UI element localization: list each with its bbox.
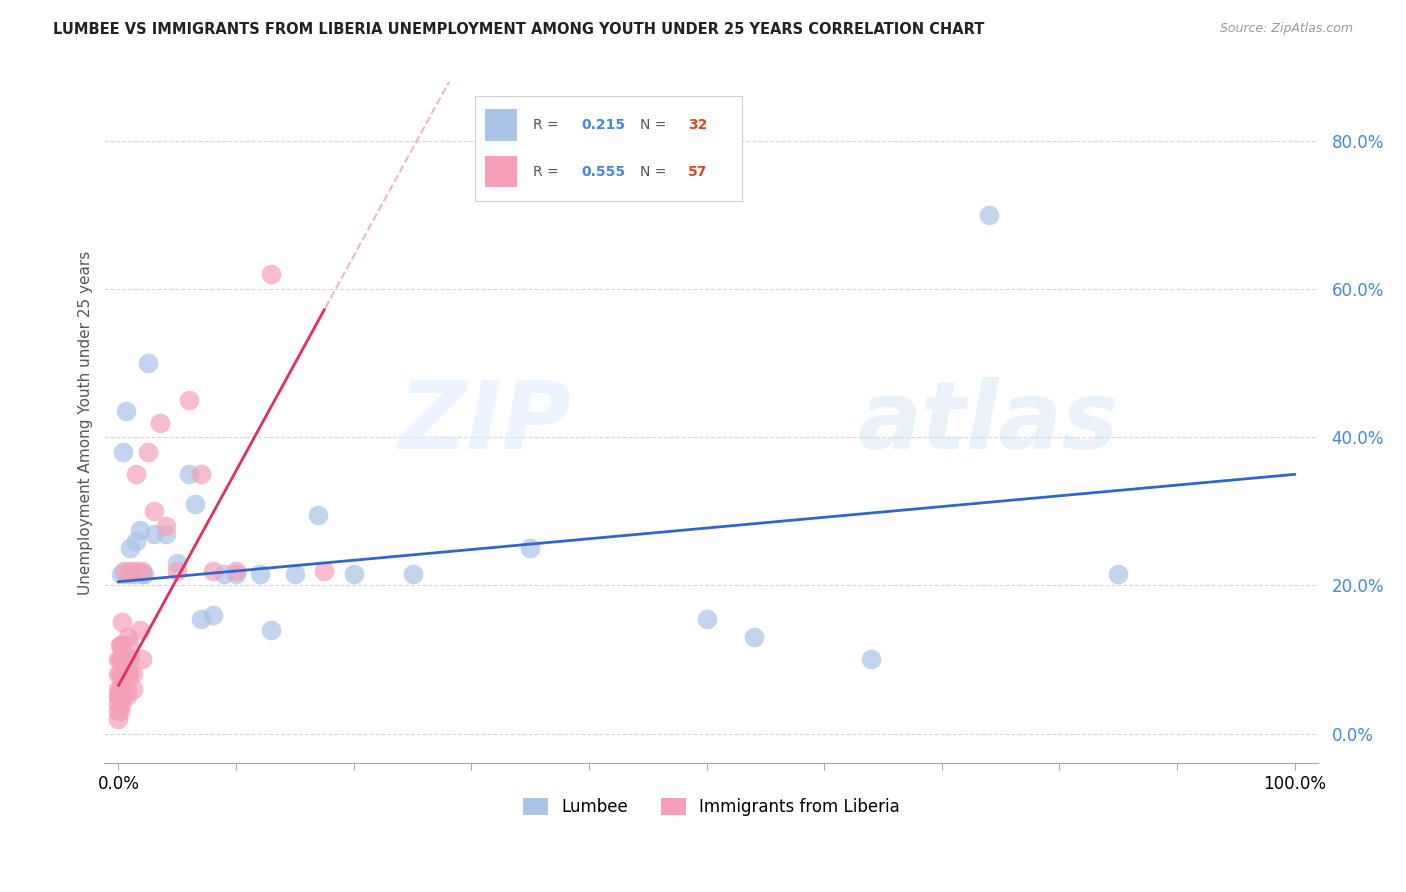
Point: [977, 208, 1000, 222]
Point: [131, 564, 153, 578]
Point: [107, 682, 129, 697]
Legend: Lumbee, Immigrants from Liberia: Lumbee, Immigrants from Liberia: [516, 791, 907, 823]
Point: [108, 652, 131, 666]
Point: [107, 690, 129, 704]
Point: [118, 667, 141, 681]
Point: [225, 564, 247, 578]
Point: [108, 704, 131, 718]
Point: [401, 567, 423, 582]
Point: [121, 667, 143, 681]
Point: [343, 567, 366, 582]
Point: [110, 682, 132, 697]
Point: [110, 697, 132, 711]
Point: [1107, 567, 1129, 582]
Point: [107, 697, 129, 711]
Point: [120, 541, 142, 556]
Point: [108, 638, 131, 652]
Point: [134, 567, 156, 582]
Point: [108, 682, 131, 697]
Point: [260, 268, 283, 282]
Point: [308, 508, 330, 522]
Point: [108, 690, 131, 704]
Point: [128, 523, 150, 537]
Point: [111, 638, 134, 652]
Point: [112, 652, 135, 666]
Point: [190, 467, 212, 482]
Point: [131, 652, 153, 666]
Point: [214, 567, 236, 582]
Point: [110, 567, 132, 582]
Point: [190, 612, 212, 626]
Point: [108, 667, 131, 681]
Point: [121, 567, 143, 582]
Point: [177, 393, 200, 408]
Point: [107, 712, 129, 726]
Point: [121, 682, 143, 697]
Point: [107, 652, 129, 666]
Point: [110, 652, 132, 666]
Point: [742, 630, 765, 644]
Text: ZIP: ZIP: [399, 376, 572, 468]
Text: Source: ZipAtlas.com: Source: ZipAtlas.com: [1219, 22, 1353, 36]
Point: [115, 682, 138, 697]
Point: [128, 623, 150, 637]
Point: [166, 556, 188, 570]
Point: [131, 567, 153, 582]
Point: [120, 652, 142, 666]
Point: [125, 533, 148, 548]
Point: [115, 690, 138, 704]
Point: [112, 564, 135, 578]
Point: [114, 404, 136, 418]
Point: [249, 567, 271, 582]
Point: [696, 612, 718, 626]
Point: [519, 541, 541, 556]
Point: [120, 564, 142, 578]
Point: [112, 652, 135, 666]
Point: [125, 564, 148, 578]
Point: [142, 526, 165, 541]
Point: [149, 416, 172, 430]
Point: [114, 667, 136, 681]
Point: [112, 690, 135, 704]
Point: [107, 667, 129, 681]
Y-axis label: Unemployment Among Youth under 25 years: Unemployment Among Youth under 25 years: [79, 251, 93, 595]
Point: [111, 690, 134, 704]
Point: [136, 356, 159, 370]
Text: atlas: atlas: [858, 376, 1118, 468]
Point: [117, 630, 139, 644]
Point: [118, 638, 141, 652]
Point: [284, 567, 307, 582]
Point: [107, 704, 129, 718]
Point: [860, 652, 883, 666]
Point: [314, 564, 336, 578]
Point: [117, 667, 139, 681]
Point: [112, 674, 135, 689]
Point: [136, 445, 159, 459]
Point: [125, 467, 148, 482]
Point: [201, 608, 224, 623]
Point: [166, 564, 188, 578]
Point: [110, 667, 132, 681]
Point: [184, 497, 207, 511]
Point: [155, 519, 177, 533]
Point: [117, 567, 139, 582]
Point: [112, 682, 135, 697]
Text: LUMBEE VS IMMIGRANTS FROM LIBERIA UNEMPLOYMENT AMONG YOUTH UNDER 25 YEARS CORREL: LUMBEE VS IMMIGRANTS FROM LIBERIA UNEMPL…: [53, 22, 984, 37]
Point: [225, 567, 247, 582]
Point: [111, 667, 134, 681]
Point: [260, 623, 283, 637]
Point: [112, 445, 135, 459]
Point: [111, 615, 134, 630]
Point: [107, 690, 129, 704]
Point: [114, 652, 136, 666]
Point: [110, 638, 132, 652]
Point: [155, 526, 177, 541]
Point: [201, 564, 224, 578]
Point: [142, 504, 165, 518]
Point: [177, 467, 200, 482]
